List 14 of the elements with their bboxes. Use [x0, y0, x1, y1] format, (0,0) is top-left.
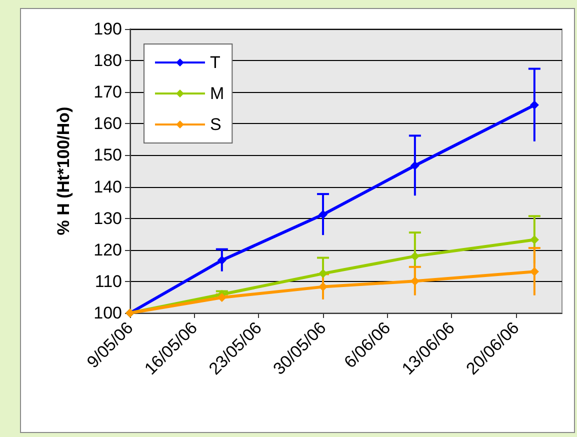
y-tick-label: 170 — [94, 82, 122, 102]
y-tick-label: 120 — [94, 240, 122, 260]
y-tick-label: 180 — [94, 51, 122, 70]
y-tick-label: 100 — [94, 304, 122, 322]
legend-label: M — [210, 84, 224, 103]
legend-label: S — [210, 115, 222, 134]
y-tick-label: 160 — [94, 114, 122, 134]
y-tick-label: 110 — [94, 272, 122, 291]
y-tick-label: 150 — [94, 146, 122, 165]
y-tick-label: 140 — [94, 177, 122, 196]
y-tick-label: 190 — [94, 20, 122, 38]
y-axis-title: % H (Ht*100/Ho) — [54, 106, 73, 236]
legend-label: T — [210, 53, 220, 72]
y-tick-label: 130 — [94, 208, 122, 228]
